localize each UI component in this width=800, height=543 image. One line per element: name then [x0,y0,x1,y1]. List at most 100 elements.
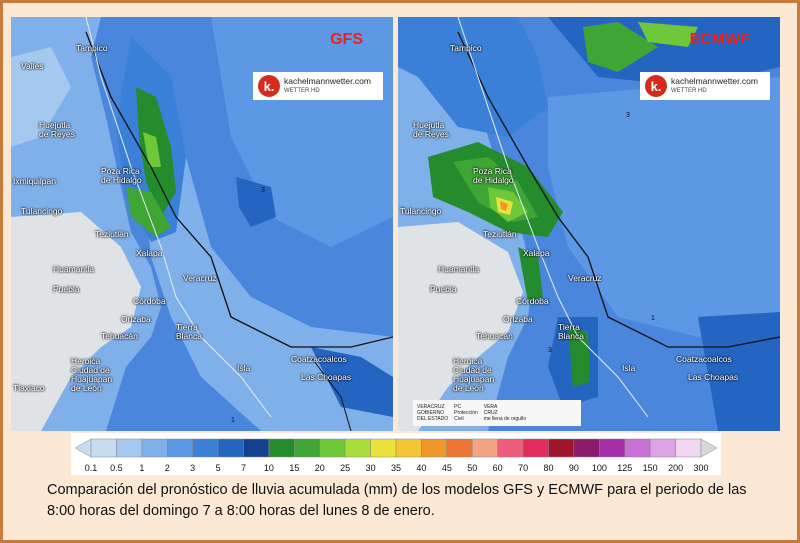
scale-tick-label: 200 [668,463,684,473]
city-label: Valles [21,61,44,71]
scale-max-arrow [700,438,718,458]
brand-url: kachelmannwetter.com [284,76,371,86]
scale-tick-label: 60 [492,463,503,473]
kachelmann-logo-icon: k. [258,75,280,97]
isoline-label: 3 [626,112,630,119]
scale-swatch [268,438,295,458]
isoline-label: 3 [548,347,552,354]
city-label: Xalapa [136,248,163,258]
city-label: Tulancingo [400,206,442,216]
map-panel-ecmwf: ECMWF k. kachelmannwetter.com WETTER HD T… [398,17,780,431]
scale-tick-label: 30 [365,463,376,473]
isoline-label: 1 [651,315,655,322]
scale-tick-label: 5 [215,463,221,473]
city-label: Tierra Blanca [176,322,202,341]
city-label: Tierra Blanca [558,322,584,341]
rainfall-map-ecmwf [398,17,780,431]
scale-tick-label: 125 [617,463,633,473]
scale-swatch [497,438,524,458]
city-label: Veracruz [568,273,602,283]
veracruz-pride-logo: VERA CRUZ me llena de orgullo [483,404,526,422]
city-label: Heroica Ciudad de Huajuapan de León [453,356,495,393]
scale-swatch [90,438,117,458]
brand-badge: k. kachelmannwetter.com WETTER HD [640,72,770,100]
city-label: Heroica Ciudad de Huajuapan de León [71,356,113,393]
city-label: Teziutlán [483,229,517,239]
city-label: Poza Rica de Hidalgo [473,166,514,185]
scale-tick-label: 7 [240,463,247,473]
civil-protection-logo: PC Protección Civil [454,404,478,422]
scale-tick-label: 15 [289,463,300,473]
scale-tick-label: 150 [642,463,658,473]
scale-tick-label: 90 [568,463,579,473]
city-label: Ixmiquilpan [13,176,56,186]
scale-swatch [344,438,371,458]
precipitation-color-scale: 0.1 0.5 1 2 3 5 7 10 15 20 25 30 35 40 45 50 60 70 80 90 100… [71,433,721,475]
city-label: Huejutla de Reyes [39,120,75,139]
scale-tick-label: 2 [164,463,170,473]
kachelmann-logo-icon: k. [645,75,667,97]
city-label: Puebla [430,284,457,294]
city-label: Tulancingo [21,206,63,216]
scale-tick-label: 10 [263,463,274,473]
city-label: Coatzacoalcos [291,354,347,364]
brand-sub: WETTER HD [284,88,320,94]
scale-swatch [599,438,625,458]
city-label: Las Choapas [301,372,352,382]
scale-swatch [192,438,219,458]
city-label: Isla [622,363,636,373]
scale-tick-label: 45 [441,463,452,473]
scale-swatch [472,438,498,458]
city-label: Tampico [76,43,108,53]
scale-swatch [522,438,549,458]
city-label: Huamantla [438,264,480,274]
scale-swatch [319,438,346,458]
isoline-label: 3 [261,187,265,194]
brand-sub: WETTER HD [671,88,707,94]
veracruz-government-logo: VERACRUZ GOBIERNO DEL ESTADO [417,404,449,422]
scale-swatch [395,438,422,458]
city-label: Orizaba [503,314,533,324]
scale-tick-label: 0.1 [84,463,98,473]
scale-tick-label: 20 [314,463,325,473]
scale-tick-label: 80 [543,463,554,473]
map-panel-gfs: GFS k. kachelmannwetter.com WETTER HD Tam… [11,17,393,431]
model-label: GFS [330,31,363,48]
scale-tick-label: 35 [390,463,402,473]
city-label: Coatzacoalcos [676,354,732,364]
scale-swatch [294,438,320,458]
scale-swatch [649,438,676,458]
scale-tick-label: 3 [190,463,196,473]
scale-swatch [675,438,702,458]
scale-swatch [116,438,143,458]
brand-url: kachelmannwetter.com [671,76,758,86]
scale-swatch [243,438,270,458]
scale-min-arrow [74,438,92,458]
city-label: Veracruz [183,273,217,283]
scale-tick-label: 1 [139,463,145,473]
city-label: Huejutla de Reyes [413,120,449,139]
scale-swatch [217,438,244,458]
government-logos: VERACRUZ GOBIERNO DEL ESTADO PC Protecci… [413,400,581,426]
scale-tick-label: 50 [467,463,478,473]
scale-swatch [573,438,600,458]
city-label: Isla [237,363,251,373]
figure-caption: Comparación del pronóstico de lluvia acu… [47,482,747,519]
scale-tick-label: 100 [591,463,607,473]
city-label: Teziutlán [95,229,129,239]
city-label: Tlaxiaco [13,383,45,393]
brand-badge: k. kachelmannwetter.com WETTER HD [253,72,383,100]
scale-swatch [167,438,193,458]
scale-swatch [141,438,168,458]
scale-swatch [370,438,397,458]
scale-tick-label: 300 [693,463,709,473]
scale-swatch [446,438,473,458]
scale-swatch [548,438,575,458]
city-label: Tehuacán [101,331,138,341]
city-label: Córdoba [516,296,549,306]
city-label: Xalapa [523,248,550,258]
city-label: Tehuacán [476,331,513,341]
isoline-label: 1 [231,417,235,424]
scale-tick-label: 0.5 [110,463,123,473]
